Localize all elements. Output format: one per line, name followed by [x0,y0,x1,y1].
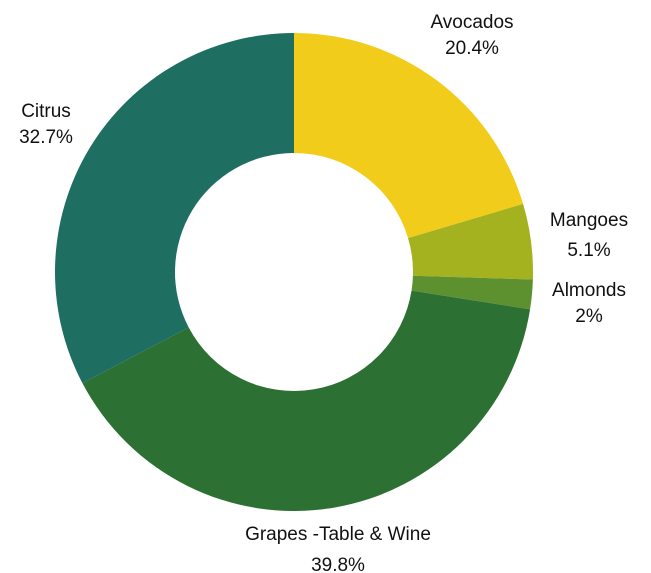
slice-almonds [411,275,533,310]
slice-value-grapes-table-wine: 39.8% [311,555,365,573]
slice-label-mangoes: Mangoes [550,210,628,231]
slice-value-mangoes: 5.1% [567,240,610,261]
slice-label-almonds: Almonds [552,280,626,301]
slice-avocados [294,33,524,239]
slice-label-avocados: Avocados [430,12,513,33]
slice-label-citrus: Citrus [21,101,71,122]
slice-citrus [54,33,294,384]
slice-grapes-table-wine [82,290,531,511]
slice-value-citrus: 32.7% [19,127,73,148]
slice-label-grapes-table-wine: Grapes -Table & Wine [245,524,431,545]
slice-value-almonds: 2% [575,306,603,327]
slice-value-avocados: 20.4% [445,38,499,59]
slice-mangoes [408,203,533,280]
slice-labels: Avocados 20.4% Mangoes 5.1% Almonds 2% Grapes … [19,12,628,573]
donut-slices [54,33,533,511]
